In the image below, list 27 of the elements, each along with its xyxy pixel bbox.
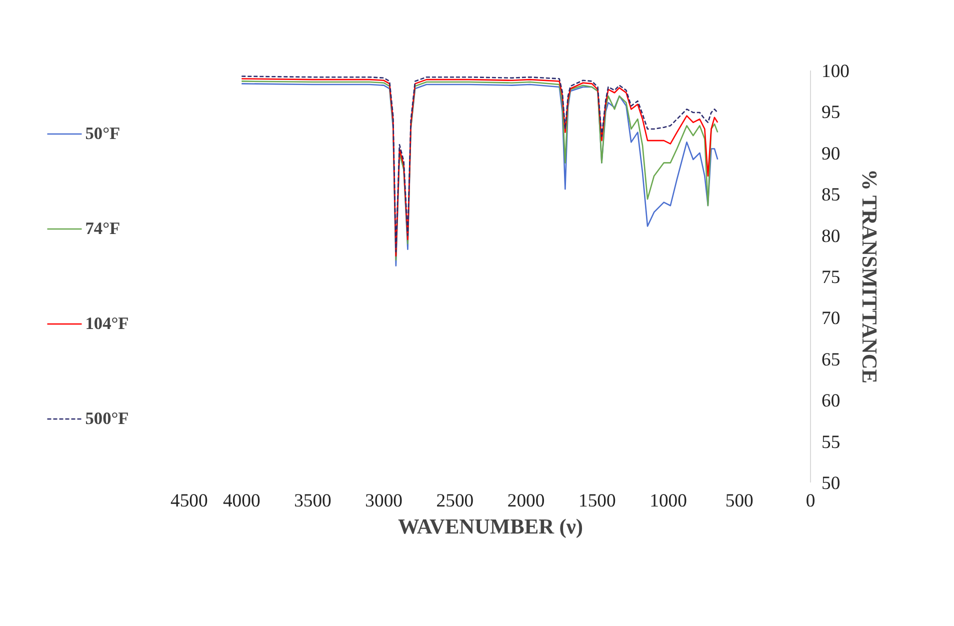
x-tick-label: 2500 xyxy=(436,490,474,512)
y-tick-label: 70 xyxy=(822,308,840,330)
legend-label: 500°F xyxy=(85,408,129,428)
x-tick-label: 1000 xyxy=(650,490,687,512)
y-tick-label: 95 xyxy=(822,102,840,124)
x-tick-label: 0 xyxy=(806,490,816,512)
x-tick-label: 2000 xyxy=(507,490,545,512)
y-tick-label: 80 xyxy=(822,226,840,247)
y-tick-label: 100 xyxy=(822,61,850,82)
x-axis-title: WAVENUMBER (ν) xyxy=(398,514,584,538)
x-tick-label: 3000 xyxy=(365,490,402,512)
x-tick-label: 500 xyxy=(725,490,754,512)
y-axis-title: % TRANSMITTANCE xyxy=(857,169,882,384)
y-tick-label: 50 xyxy=(822,473,840,494)
legend-label: 74°F xyxy=(85,218,120,238)
y-tick-label: 65 xyxy=(822,349,840,370)
y-tick-label: 60 xyxy=(822,390,840,412)
x-tick-label: 4500 xyxy=(170,490,208,512)
x-tick-label: 1500 xyxy=(578,490,616,512)
x-tick-label: 4000 xyxy=(222,490,260,512)
y-tick-label: 75 xyxy=(822,267,840,288)
y-tick-label: 85 xyxy=(822,184,840,206)
legend-label: 50°F xyxy=(85,124,120,144)
y-tick-label: 90 xyxy=(822,143,840,164)
y-tick-label: 55 xyxy=(822,432,840,453)
legend-label: 104°F xyxy=(85,314,129,334)
x-tick-label: 3500 xyxy=(294,490,332,512)
